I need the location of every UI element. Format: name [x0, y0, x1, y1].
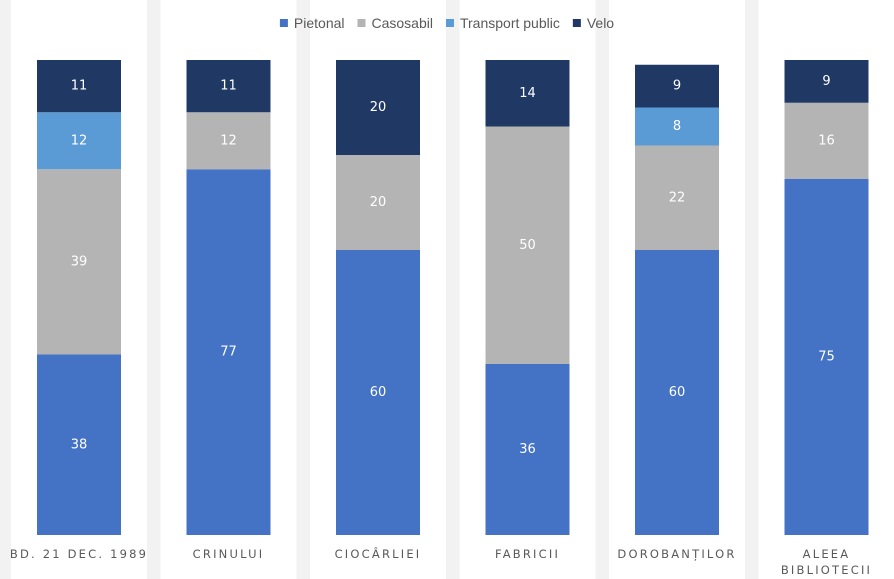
legend-swatch-velo — [572, 19, 581, 27]
category-label-aleea-bibliotecii-line-1: ALEEA — [803, 547, 851, 561]
bar-velo-aleea-bibliotecii — [784, 60, 869, 103]
bar-casosabil-bd-21-dec-1989 — [37, 169, 121, 355]
bar-casosabil-dorobantilor — [635, 145, 719, 250]
data-label-pietonal-bd-21-dec-1989: 38 — [71, 437, 88, 452]
bars-group — [37, 60, 869, 535]
data-label-casosabil-ciocarliei: 20 — [370, 195, 387, 210]
category-labels-group: BD. 21 DEC. 1989 CRINULUI CIOCÂRLIEI FABRIC… — [10, 546, 872, 577]
legend-swatch-casosabil — [357, 19, 366, 27]
bar-casosabil-aleea-bibliotecii — [784, 102, 869, 179]
legend: Pietonal Casosabil Transport public Velo — [279, 15, 614, 31]
legend-label-casosabil: Casosabil — [372, 15, 433, 31]
legend-label-velo: Velo — [587, 15, 614, 31]
data-label-transport-public-bd-21-dec-1989: 12 — [71, 133, 88, 148]
data-labels-group: 38 39 12 11 77 12 11 60 20 20 36 50 14 60 22 8 9 75 16 9 — [71, 74, 835, 457]
bar-velo-ciocarliei — [336, 60, 420, 155]
bar-pietonal-aleea-bibliotecii — [784, 178, 869, 535]
bar-casosabil-crinului — [186, 112, 271, 170]
data-label-velo-fabricii: 14 — [519, 86, 536, 101]
legend-swatch-pietonal — [279, 19, 288, 27]
legend-label-pietonal: Pietonal — [294, 15, 345, 31]
data-label-velo-dorobantilor: 9 — [673, 79, 681, 94]
bar-pietonal-ciocarliei — [336, 250, 420, 535]
category-label-crinului: CRINULUI — [193, 547, 265, 561]
data-label-casosabil-bd-21-dec-1989: 39 — [71, 254, 88, 269]
bar-velo-bd-21-dec-1989 — [37, 60, 121, 113]
data-label-casosabil-fabricii: 50 — [519, 238, 536, 253]
bar-velo-dorobantilor — [635, 64, 719, 108]
data-label-casosabil-crinului: 12 — [220, 133, 237, 148]
data-label-pietonal-dorobantilor: 60 — [669, 385, 686, 400]
column-bands — [11, 0, 894, 579]
bar-velo-fabricii — [485, 60, 570, 127]
data-label-pietonal-fabricii: 36 — [519, 442, 536, 457]
category-label-dorobantilor: DOROBANȚILOR — [617, 547, 736, 561]
data-label-pietonal-ciocarliei: 60 — [370, 385, 387, 400]
data-label-velo-ciocarliei: 20 — [370, 100, 387, 115]
data-label-velo-crinului: 11 — [220, 79, 237, 94]
data-label-casosabil-aleea-bibliotecii: 16 — [818, 133, 835, 148]
legend-swatch-transport-public — [445, 19, 454, 27]
data-label-velo-bd-21-dec-1989: 11 — [71, 79, 88, 94]
data-label-casosabil-dorobantilor: 22 — [669, 190, 686, 205]
bar-velo-crinului — [186, 60, 271, 113]
bar-casosabil-fabricii — [485, 126, 570, 364]
bar-casosabil-ciocarliei — [336, 155, 420, 250]
category-label-aleea-bibliotecii-line-2: BIBLIOTECII — [781, 563, 872, 577]
data-label-velo-aleea-bibliotecii: 9 — [822, 74, 830, 89]
category-label-fabricii: FABRICII — [495, 547, 560, 561]
data-label-pietonal-aleea-bibliotecii: 75 — [818, 349, 835, 364]
bar-pietonal-fabricii — [485, 364, 570, 535]
category-label-ciocarliei: CIOCÂRLIEI — [335, 546, 422, 561]
category-label-bd-21-dec-1989: BD. 21 DEC. 1989 — [10, 547, 148, 561]
legend-label-transport-public: Transport public — [460, 15, 560, 31]
bar-pietonal-bd-21-dec-1989 — [37, 354, 121, 535]
data-label-pietonal-crinului: 77 — [220, 345, 237, 360]
bar-transport-public-bd-21-dec-1989 — [37, 112, 121, 170]
bar-transport-public-dorobantilor — [635, 107, 719, 146]
bar-pietonal-dorobantilor — [635, 250, 719, 535]
data-label-transport-public-dorobantilor: 8 — [673, 119, 681, 134]
bar-pietonal-crinului — [186, 169, 271, 535]
